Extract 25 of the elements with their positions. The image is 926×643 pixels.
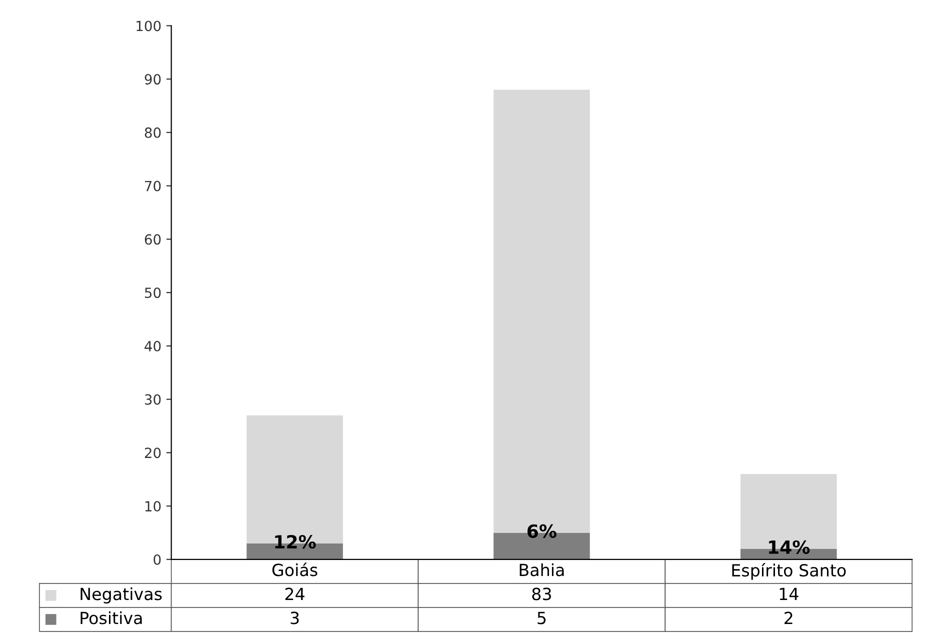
y-tick-label: 30 bbox=[144, 394, 161, 405]
y-tick-label: 60 bbox=[144, 234, 161, 245]
data-label: 2 bbox=[784, 612, 792, 624]
y-tick-label: 70 bbox=[145, 180, 161, 192]
y-tick-label: 80 bbox=[144, 127, 161, 138]
data-label: 5 bbox=[538, 612, 546, 624]
y-tick-label: 90 bbox=[144, 74, 161, 85]
data-label: 3 bbox=[290, 612, 299, 624]
data-label: 14 bbox=[780, 588, 798, 600]
data-label: 24 bbox=[285, 588, 304, 600]
y-tick-label: 20 bbox=[144, 448, 161, 458]
y-tick-label: 50 bbox=[144, 288, 161, 298]
annotation: 14% bbox=[769, 540, 810, 554]
x-tick-label: Bahia bbox=[520, 563, 564, 576]
x-tick-label: Goiás bbox=[272, 562, 318, 576]
y-tick-label: 40 bbox=[144, 340, 161, 352]
y-tick-label: 100 bbox=[136, 20, 161, 32]
annotation: 6% bbox=[528, 524, 556, 538]
x-tick-label: Espírito Santo bbox=[732, 563, 846, 580]
y-tick-label: 10 bbox=[145, 501, 161, 512]
annotation: 12% bbox=[275, 534, 316, 549]
y-tick-label: 0 bbox=[154, 554, 161, 565]
legend-label: Positiva bbox=[80, 611, 142, 624]
data-label: 83 bbox=[532, 588, 551, 600]
legend-label: Negativas bbox=[80, 587, 162, 604]
